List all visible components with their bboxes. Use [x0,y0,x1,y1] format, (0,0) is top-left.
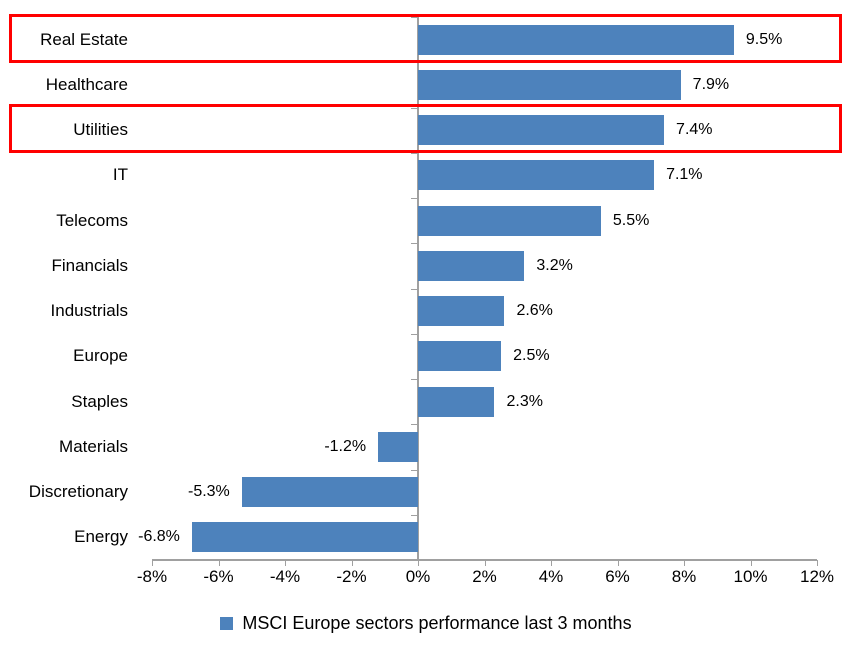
category-axis-tick [411,469,417,471]
value-label: -6.8% [138,528,180,546]
bar [241,477,418,508]
legend-label: MSCI Europe sectors performance last 3 m… [242,613,632,633]
legend-marker [220,616,234,630]
bar [418,205,601,236]
bar [418,115,665,146]
value-label: 3.2% [536,256,573,274]
category-label: Discretionary [28,482,128,502]
category-axis-tick [411,243,417,245]
category-label: Materials [59,436,128,456]
x-tick-label: 4% [538,567,564,586]
value-label: 7.4% [676,121,713,139]
value-axis-tick [418,560,419,566]
bar [418,250,525,281]
value-label: 2.5% [513,347,550,365]
value-label: 2.3% [506,392,543,410]
category-label: Utilities [73,120,128,140]
x-tick-label: 6% [605,567,630,586]
x-tick-label: -6% [203,567,234,586]
value-label: 2.6% [516,302,553,320]
category-label: Healthcare [45,74,128,94]
x-tick-label: 0% [405,567,431,586]
category-axis-tick [411,514,417,516]
category-axis-tick [411,62,417,64]
bar [418,160,655,191]
value-axis-tick [285,560,286,566]
bar [418,296,505,327]
category-axis-tick [411,333,417,335]
x-tick-label: -2% [336,567,367,586]
x-tick-label: -4% [269,567,301,586]
x-tick-label: 8% [671,567,697,586]
category-label: Industrials [50,301,128,321]
category-axis-tick [411,288,417,290]
highlight-box [9,104,842,154]
x-tick-label: 10% [733,567,768,586]
category-label: IT [112,165,128,185]
value-axis-tick [484,560,486,566]
x-tick-label: -8% [136,567,168,586]
bar [418,24,734,55]
value-axis-tick [617,560,619,566]
category-label: Financials [51,255,128,275]
value-label: 5.5% [612,211,650,229]
value-axis-tick [684,560,685,566]
bar [418,69,681,100]
category-axis-tick [411,107,417,109]
legend: MSCI Europe sectors performance last 3 m… [0,612,852,634]
value-axis-tick [551,560,552,566]
value-axis-tick [817,560,818,566]
category-axis-tick [411,152,417,154]
highlight-box [9,13,842,63]
bar [418,386,495,417]
value-label: 7.1% [666,166,703,184]
value-label: 7.9% [692,75,730,93]
value-axis-tick [152,560,153,566]
value-axis-tick [351,560,353,566]
bar [418,341,502,372]
category-axis-tick [411,17,417,18]
category-axis-tick [411,379,417,380]
value-label: -1.2% [324,437,367,455]
category-axis-tick [411,424,417,426]
category-label: Energy [74,527,128,547]
category-label: Staples [71,391,128,411]
x-tick-label: 12% [799,567,835,586]
category-label: Real Estate [40,29,128,49]
category-axis-tick [411,198,417,199]
category-axis-line [417,17,419,560]
x-tick-label: 2% [472,567,497,586]
category-label: Europe [73,346,128,366]
value-label: -5.3% [187,483,230,501]
bar [191,522,418,553]
value-label: 9.5% [745,30,783,48]
value-axis-tick [750,560,752,566]
bar [378,431,418,462]
value-axis-tick [218,560,220,566]
category-label: Telecoms [56,210,128,230]
